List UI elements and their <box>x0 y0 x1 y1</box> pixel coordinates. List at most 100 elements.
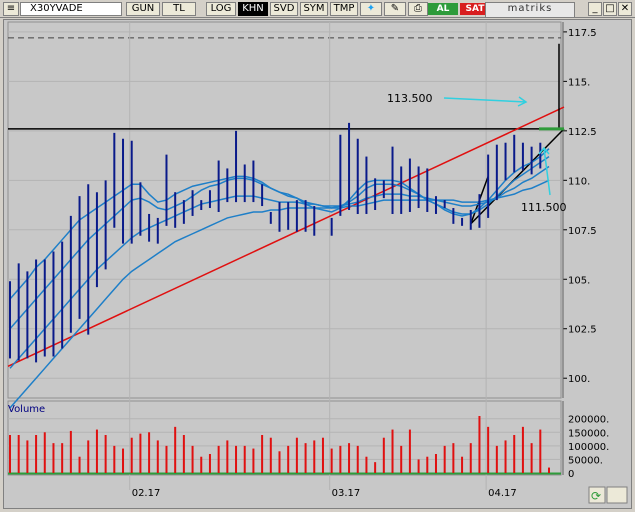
volume-plot-area <box>7 400 562 476</box>
volume-title: Volume <box>8 404 46 415</box>
volume-tick-label: 100000. <box>568 442 609 453</box>
period-gun-button[interactable]: GUN <box>126 2 160 16</box>
price-tick-label: 110. <box>568 176 590 187</box>
trendline-tl-button[interactable]: TL <box>162 2 196 16</box>
date-tick-label: 03.17 <box>332 488 361 499</box>
volume-bar <box>52 443 55 473</box>
volume-bar <box>339 445 342 473</box>
volume-bar <box>478 416 481 473</box>
price-tick-label: 107.5 <box>568 226 597 237</box>
refresh-icon <box>588 486 606 504</box>
volume-bar <box>356 445 359 473</box>
volume-bar <box>295 437 298 473</box>
volume-bar <box>95 429 98 473</box>
svd-button[interactable]: SVD <box>270 2 298 16</box>
date-tick-label: 04.17 <box>488 488 517 499</box>
volume-bar <box>513 435 516 473</box>
menu-button[interactable]: ≡ <box>3 2 19 16</box>
volume-bar <box>495 445 498 473</box>
tmp-button[interactable]: TMP <box>330 2 358 16</box>
volume-bar <box>226 440 229 473</box>
buy-al-button[interactable]: AL <box>428 3 458 15</box>
resistance-arrowhead <box>517 96 528 107</box>
volume-bar <box>461 456 464 473</box>
volume-tick-label: 150000. <box>568 428 609 439</box>
chart-toolbar: ≡ X30YVADE GUN TL LOG KHN SVD SYM TMP ✦ … <box>0 0 635 18</box>
brand-logo: matriks <box>485 2 575 18</box>
sym-button[interactable]: SYM <box>300 2 328 16</box>
sell-sat-button[interactable]: SAT <box>460 3 490 15</box>
symbol-field[interactable]: X30YVADE <box>20 2 122 16</box>
support-trend-line <box>470 128 565 225</box>
volume-bar <box>408 429 411 473</box>
volume-bar <box>148 432 151 473</box>
volume-bar <box>452 443 455 473</box>
maximize-icon[interactable]: □ <box>603 2 617 16</box>
edit-icon[interactable]: ✎ <box>384 2 406 16</box>
volume-bar <box>304 443 307 473</box>
volume-bar <box>530 443 533 473</box>
volume-bar <box>208 454 211 473</box>
resistance-arrow <box>443 97 527 103</box>
trend-line <box>7 106 565 368</box>
volume-bar <box>139 433 142 473</box>
volume-bar <box>200 456 203 473</box>
volume-bar <box>417 459 420 473</box>
volume-bar <box>330 448 333 473</box>
chart-panel: 117.5 115. 112.5 110. 107.5 105. 102.5 100. 02.1… <box>3 19 632 509</box>
volume-bar <box>35 435 38 473</box>
volume-bar <box>130 437 133 473</box>
volume-bar <box>156 440 159 473</box>
volume-bar <box>539 429 542 473</box>
price-chart[interactable]: 117.5 115. 112.5 110. 107.5 105. 102.5 100. 02.1… <box>4 20 633 510</box>
settings-icon <box>606 486 628 504</box>
volume-bar <box>261 435 264 473</box>
minimize-icon[interactable]: _ <box>588 2 602 16</box>
moving-average-line-2 <box>9 155 550 330</box>
support-arrowhead <box>538 146 550 155</box>
volume-bar <box>61 443 64 473</box>
volume-bar <box>521 426 524 473</box>
price-tick-label: 112.5 <box>568 127 597 138</box>
volume-bar <box>182 435 185 473</box>
print-icon[interactable]: ⎙ <box>408 2 428 16</box>
volume-bar <box>487 426 490 473</box>
volume-bar <box>17 435 20 473</box>
volume-bar <box>548 467 550 473</box>
volume-bar <box>434 454 437 473</box>
volume-bar <box>78 456 81 473</box>
close-icon[interactable]: ✕ <box>618 2 632 16</box>
volume-bar <box>113 445 116 473</box>
volume-bar <box>174 426 177 473</box>
volume-bar <box>217 445 220 473</box>
volume-bar <box>469 443 472 473</box>
volume-bar <box>9 435 11 473</box>
price-tick-label: 102.5 <box>568 325 597 336</box>
support-annotation-label: 111.500 <box>521 201 567 214</box>
volume-bar <box>391 429 394 473</box>
volume-bar <box>374 462 377 473</box>
volume-bar <box>104 435 107 473</box>
volume-bar <box>243 445 246 473</box>
volume-bar <box>443 445 446 473</box>
khn-button[interactable]: KHN <box>238 2 268 16</box>
date-tick-label: 02.17 <box>132 488 161 499</box>
log-scale-button[interactable]: LOG <box>206 2 236 16</box>
volume-bar <box>321 437 324 473</box>
volume-bar <box>400 445 403 473</box>
price-tick-label: 100. <box>568 374 590 385</box>
volume-bar <box>504 440 507 473</box>
resistance-annotation-label: 113.500 <box>387 92 433 105</box>
refresh-glyph: ⟳ <box>591 489 601 503</box>
volume-bar <box>191 445 194 473</box>
volume-tick-label: 0 <box>568 469 574 480</box>
volume-tick-label: 50000. <box>568 455 603 466</box>
volume-bar <box>269 437 272 473</box>
volume-bar <box>287 445 290 473</box>
volume-bar <box>122 448 125 473</box>
volume-bar <box>26 440 29 473</box>
twitter-icon[interactable]: ✦ <box>360 2 382 16</box>
volume-bar <box>382 437 385 473</box>
price-tick-label: 115. <box>568 77 590 88</box>
price-tick-label: 105. <box>568 275 590 286</box>
